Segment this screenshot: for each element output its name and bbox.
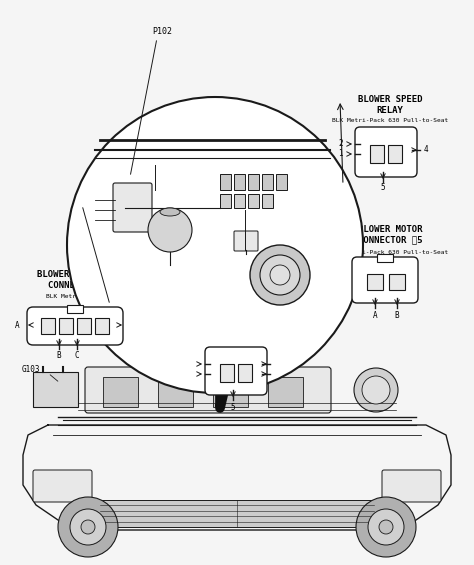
- Text: S108: S108: [145, 353, 164, 362]
- Text: 2: 2: [188, 359, 193, 368]
- Text: 4: 4: [274, 370, 279, 379]
- Text: 5: 5: [231, 402, 235, 411]
- Bar: [377, 254, 393, 262]
- FancyBboxPatch shape: [27, 307, 123, 345]
- Bar: [220, 364, 234, 382]
- Text: 5: 5: [381, 184, 385, 193]
- Bar: [262, 194, 273, 208]
- Bar: [158, 377, 193, 407]
- Text: BLK Metri-Pack 630 Pull-to-Seat: BLK Metri-Pack 630 Pull-to-Seat: [332, 250, 448, 254]
- Text: B: B: [395, 311, 399, 319]
- Bar: [268, 377, 303, 407]
- FancyBboxPatch shape: [113, 183, 152, 232]
- Text: BLK Metri-Pack 480: BLK Metri-Pack 480: [46, 294, 114, 299]
- Text: G103: G103: [22, 366, 40, 375]
- Text: 1: 1: [338, 150, 343, 159]
- Bar: [367, 274, 383, 290]
- Bar: [67, 305, 83, 313]
- Text: BLK Metri-Pack 630 Pull-to-Seat: BLK Metri-Pack 630 Pull-to-Seat: [332, 119, 448, 124]
- FancyBboxPatch shape: [234, 231, 258, 251]
- Bar: [388, 145, 402, 163]
- Bar: [370, 145, 384, 163]
- Bar: [248, 174, 259, 190]
- Bar: [33, 372, 78, 407]
- FancyBboxPatch shape: [382, 470, 441, 502]
- Bar: [59, 318, 73, 334]
- Bar: [213, 377, 248, 407]
- Bar: [238, 364, 252, 382]
- Bar: [276, 174, 287, 190]
- Circle shape: [58, 497, 118, 557]
- FancyBboxPatch shape: [355, 127, 417, 177]
- Bar: [77, 318, 91, 334]
- Circle shape: [67, 97, 363, 393]
- FancyBboxPatch shape: [352, 257, 418, 303]
- Text: BLOWER RESISTORS
CONNECTOR 3: BLOWER RESISTORS CONNECTOR 3: [37, 270, 123, 290]
- Circle shape: [354, 368, 398, 412]
- Text: 4: 4: [424, 146, 428, 154]
- Circle shape: [260, 255, 300, 295]
- Circle shape: [356, 497, 416, 557]
- Circle shape: [270, 265, 290, 285]
- Bar: [248, 194, 259, 208]
- Circle shape: [250, 245, 310, 305]
- Bar: [95, 318, 109, 334]
- Circle shape: [379, 520, 393, 534]
- Text: 1: 1: [188, 370, 193, 379]
- Text: BLOWER MOTOR
CONNECTOR 5: BLOWER MOTOR CONNECTOR 5: [358, 225, 422, 245]
- Bar: [234, 174, 245, 190]
- Bar: [98, 500, 376, 527]
- Text: 3: 3: [274, 359, 279, 368]
- Circle shape: [148, 208, 192, 252]
- Text: A: A: [14, 320, 19, 329]
- Text: B: B: [57, 350, 61, 359]
- Bar: [41, 318, 55, 334]
- Circle shape: [70, 509, 106, 545]
- Text: HIGH SPEED
BLOWER RELAY: HIGH SPEED BLOWER RELAY: [213, 315, 277, 334]
- Text: 2: 2: [338, 140, 343, 149]
- Text: D: D: [131, 320, 136, 329]
- Bar: [234, 194, 245, 208]
- Bar: [103, 377, 138, 407]
- Bar: [389, 274, 405, 290]
- FancyBboxPatch shape: [33, 470, 92, 502]
- Bar: [220, 174, 231, 190]
- Text: P101: P101: [175, 341, 193, 350]
- Circle shape: [81, 520, 95, 534]
- FancyBboxPatch shape: [85, 367, 331, 413]
- Bar: [262, 174, 273, 190]
- Ellipse shape: [160, 208, 180, 216]
- Text: C: C: [75, 350, 79, 359]
- Text: BLOWER SPEED
RELAY: BLOWER SPEED RELAY: [358, 95, 422, 115]
- Text: P102: P102: [152, 28, 172, 37]
- Circle shape: [368, 509, 404, 545]
- FancyBboxPatch shape: [205, 347, 267, 395]
- Circle shape: [362, 376, 390, 404]
- Text: A: A: [373, 311, 377, 319]
- Text: BLK Metri-Pack 630 Pull-to-Seat: BLK Metri-Pack 630 Pull-to-Seat: [187, 338, 303, 344]
- Bar: [220, 194, 231, 208]
